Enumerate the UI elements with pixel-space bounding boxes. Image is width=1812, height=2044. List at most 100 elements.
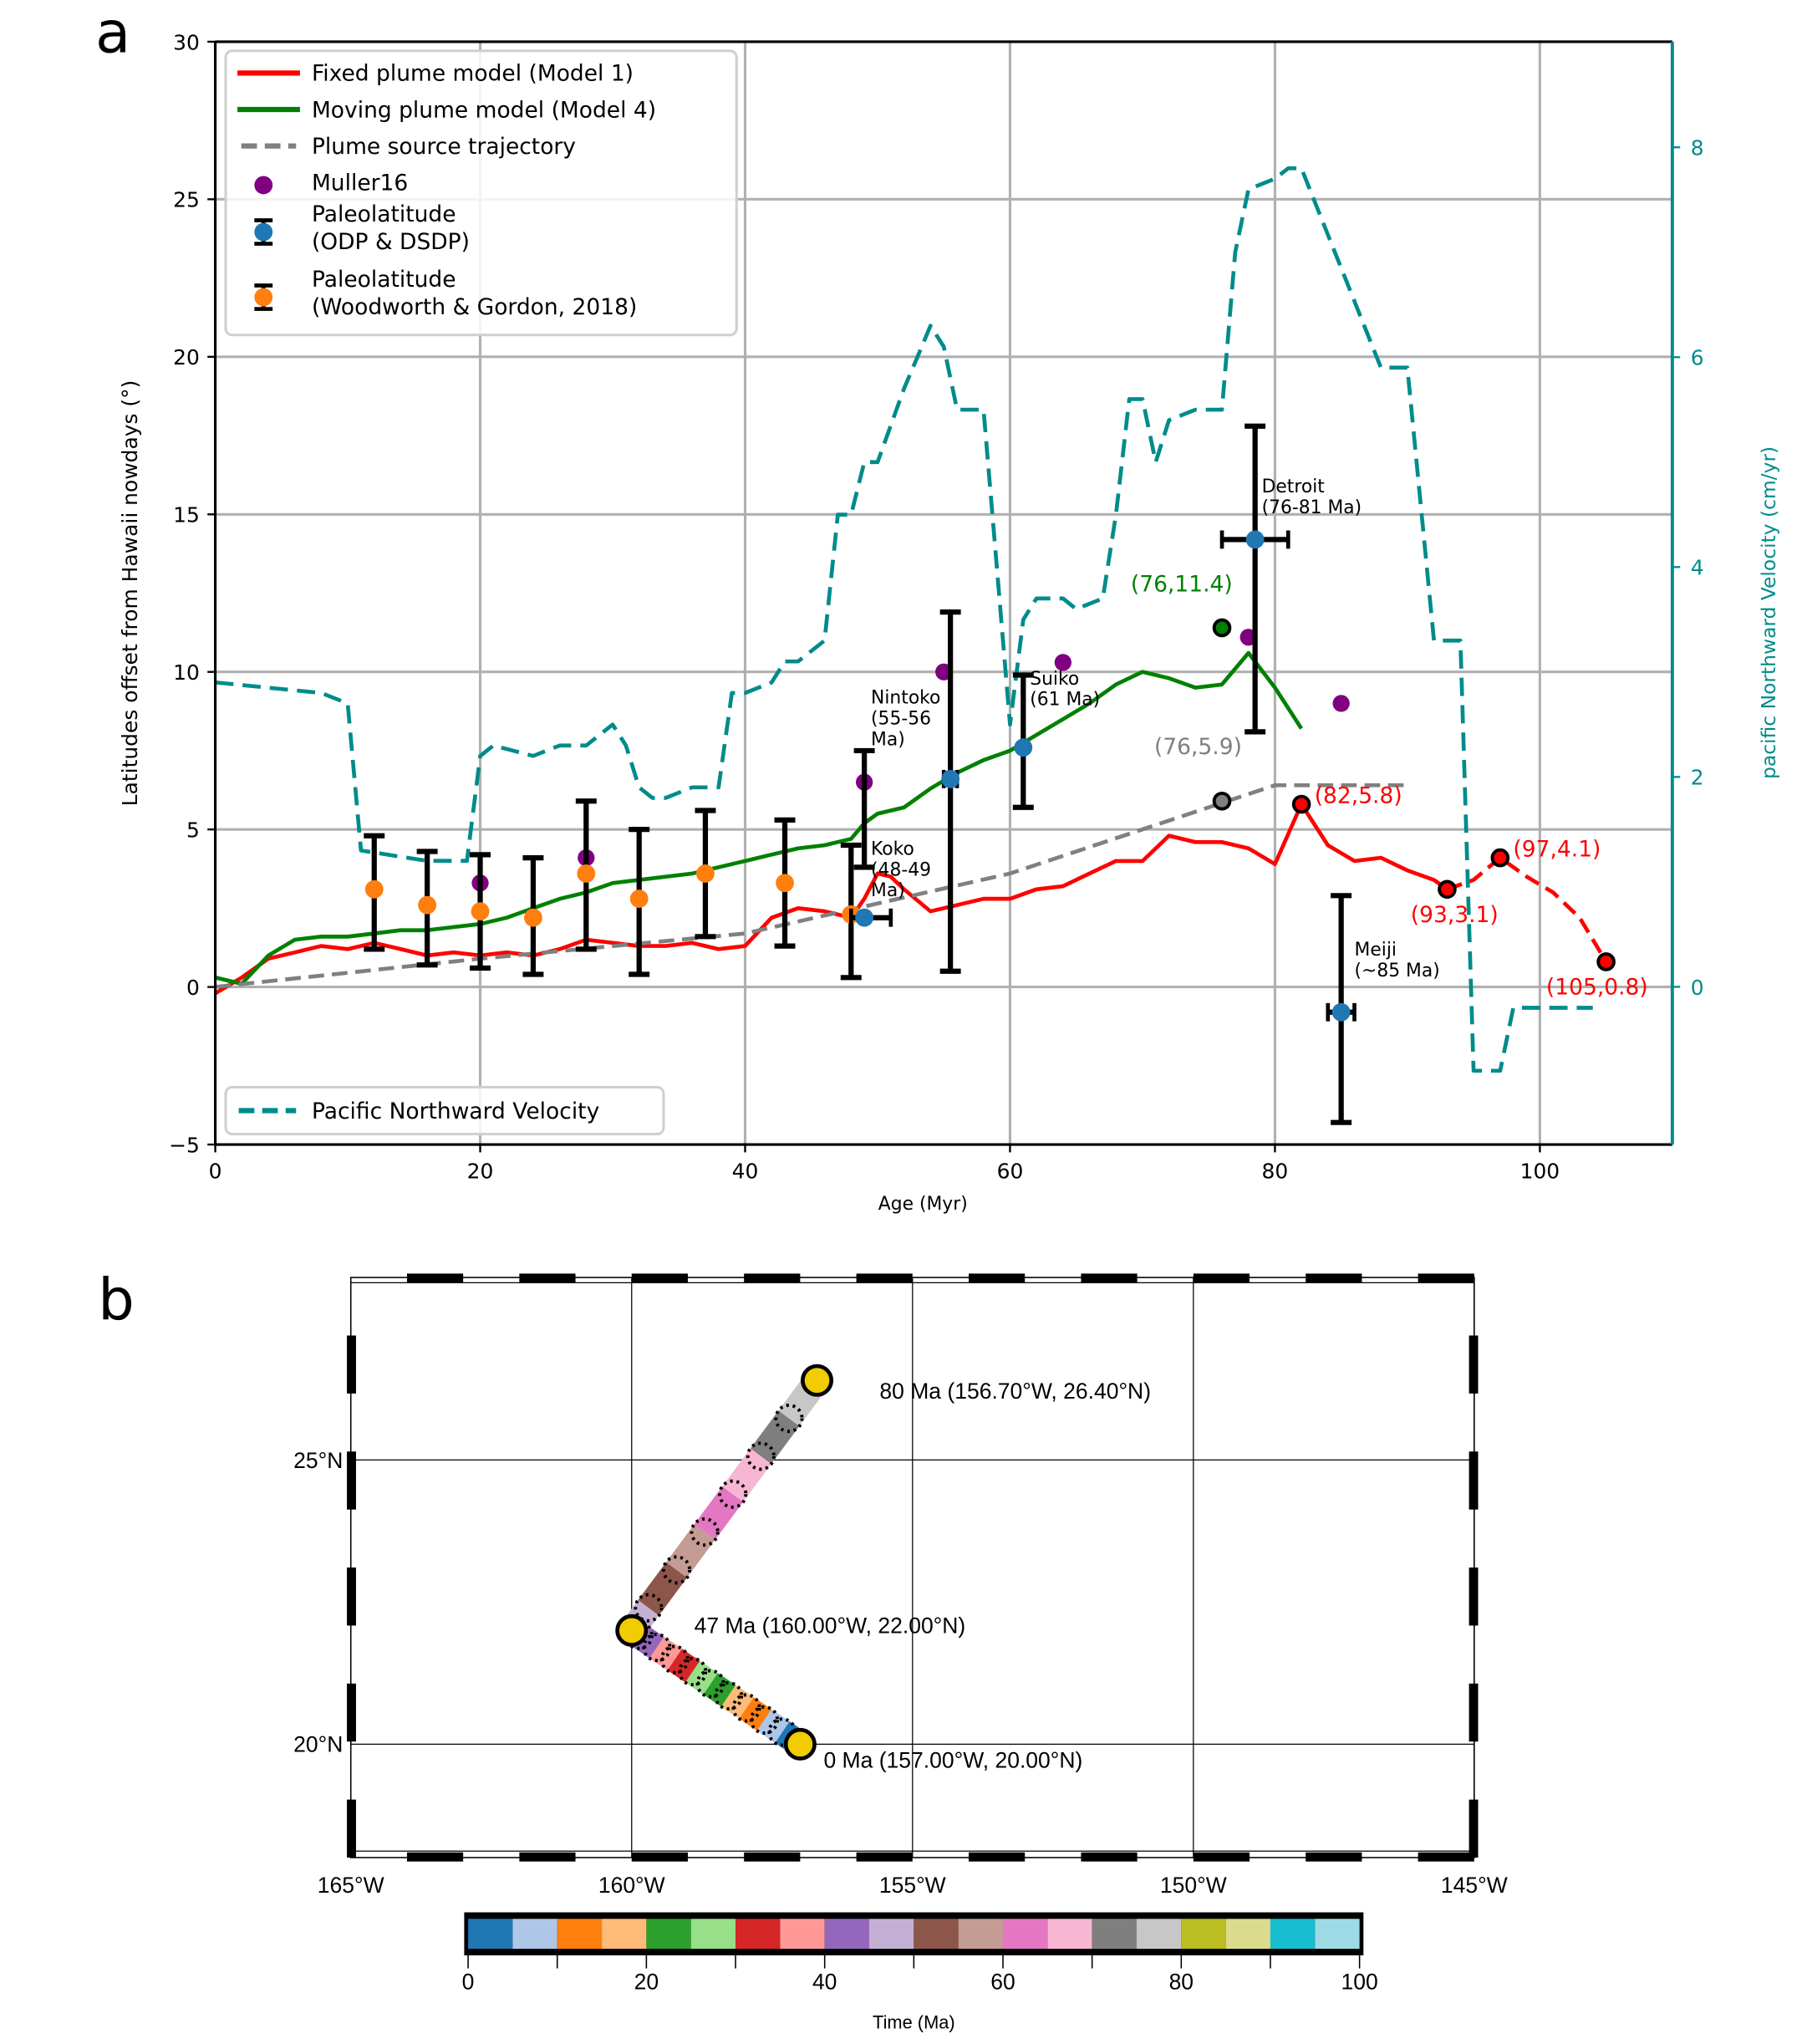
track-age-marker [746, 1441, 776, 1471]
colorbar-tick-label: 40 [812, 1970, 837, 1995]
highlight-point [1438, 879, 1457, 900]
y-tick-label: 20 [173, 345, 200, 370]
map-frame-segment [347, 1335, 356, 1394]
legend-velocity: Pacific Northward Velocity [224, 1085, 665, 1136]
map-frame-segment [406, 1273, 464, 1283]
colorbar-swatch [1225, 1919, 1270, 1950]
map-frame-segment [519, 1273, 576, 1283]
x-tick-label: 20 [467, 1160, 494, 1184]
colorbar-swatch [958, 1919, 1004, 1950]
legend-box [224, 1085, 665, 1136]
seamount-annotation: Ma) [871, 729, 905, 750]
paleolatitude-point [696, 864, 715, 883]
colorbar-tick-label: 0 [462, 1970, 475, 1995]
track-segment [666, 1524, 715, 1578]
colorbar-swatch [1315, 1919, 1360, 1950]
colorbar-swatch [468, 1919, 513, 1950]
seamount-annotation: Ma) [871, 880, 905, 901]
colorbar-swatch [1047, 1919, 1092, 1950]
highlight-point [1596, 952, 1616, 971]
track-segment [667, 1649, 700, 1683]
series-fixed-plume-model-extrapolated- [1446, 855, 1608, 963]
map-frame-segment [347, 1799, 356, 1858]
map-lon-label: 165°W [318, 1873, 384, 1898]
legend-swatch-dot [254, 222, 273, 242]
highlight-label: (76,5.9) [1154, 734, 1242, 760]
paleolatitude-point [776, 874, 794, 893]
map-frame-segment [347, 1451, 356, 1510]
seamount-annotation: (48-49 [871, 859, 931, 880]
paleolatitude-point [1245, 530, 1265, 549]
y2-tick-label: 6 [1691, 346, 1704, 370]
y2-tick-label: 2 [1691, 766, 1704, 790]
legend-label: Muller16 [312, 171, 408, 196]
track-segment [638, 1562, 688, 1616]
highlight-point [1291, 794, 1311, 814]
paleolatitude-point [418, 895, 437, 915]
track-age-marker [718, 1479, 748, 1509]
colorbar-tick-label: 100 [1341, 1970, 1378, 1995]
map-frame-segment [406, 1852, 464, 1862]
map-frame-segment [744, 1273, 801, 1283]
colorbar-swatch [1136, 1919, 1182, 1950]
legend-label: Paleolatitude [312, 267, 456, 293]
y-tick-label: 5 [186, 818, 200, 843]
x-tick-label: 60 [997, 1160, 1024, 1184]
series-plume-source-trajectory [215, 782, 1407, 989]
colorbar: 0 20 40 60 80 100 Time (Ma) [462, 1912, 1378, 2032]
y-tick-label: 10 [173, 660, 200, 685]
track-segment [694, 1486, 744, 1540]
x-axis-label: Age (Myr) [878, 1194, 968, 1215]
colorbar-swatch [512, 1919, 557, 1950]
legend-label: Paleolatitude [312, 201, 456, 227]
colorbar-swatch [869, 1919, 914, 1950]
panel-label-a: a [95, 0, 130, 66]
map-frame-segment [1468, 1335, 1479, 1394]
highlight-label: (97,4.1) [1513, 837, 1601, 863]
highlight-label: (105,0.8) [1546, 974, 1648, 1000]
track-node-label: 80 Ma (156.70°W, 26.40°N) [879, 1379, 1151, 1404]
map-frame-segment [1468, 1683, 1479, 1742]
series-fixed-plume-model-model-1- [214, 802, 1448, 996]
track-segment [739, 1697, 772, 1731]
map-frame-segment [1468, 1799, 1479, 1858]
map-frame-segment [856, 1273, 913, 1283]
track-segment [703, 1673, 736, 1707]
map-frame-segment [1193, 1852, 1250, 1862]
map-lon-label: 150°W [1160, 1873, 1227, 1898]
seamount-annotation: Koko [871, 838, 914, 859]
track-age-marker [690, 1517, 720, 1547]
legend-main: Fixed plume model (Model 1) Moving plume … [224, 49, 738, 337]
panel-label-b: b [98, 1267, 135, 1333]
map-lon-label: 160°W [598, 1873, 665, 1898]
legend-label: (Woodworth & Gordon, 2018) [312, 294, 637, 320]
track-node [783, 1727, 817, 1761]
legend-label: Fixed plume model (Model 1) [312, 61, 634, 87]
y-tick-label: 15 [173, 503, 200, 528]
colorbar-swatch [735, 1919, 781, 1950]
colorbar-swatch [1003, 1919, 1048, 1950]
map-frame-segment [744, 1852, 801, 1862]
legend-label: Plume source trajectory [312, 134, 576, 160]
highlight-label: (82,5.8) [1315, 782, 1402, 808]
seamount-annotation: (55-56 [871, 708, 931, 729]
legend-swatch-dot [254, 288, 273, 307]
map-frame-segment [1418, 1273, 1474, 1283]
seamount-annotation: Meiji [1355, 940, 1397, 961]
colorbar-swatch [1092, 1919, 1137, 1950]
paleolatitude-point [577, 864, 596, 883]
paleolatitude-point [1014, 738, 1033, 757]
track-node [615, 1613, 649, 1647]
map-b: 165°W 160°W 155°W 150°W 145°W 20°N 25°N 0 Ma (1… [293, 1273, 1508, 1898]
map-frame-segment [1193, 1273, 1250, 1283]
colorbar-tick-label: 80 [1169, 1970, 1194, 1995]
paleolatitude-point [364, 879, 384, 899]
paleolatitude-point [629, 889, 649, 909]
paleolatitude-point [524, 908, 542, 927]
legend-label: (ODP & DSDP) [312, 229, 470, 255]
colorbar-tick-label: 60 [990, 1970, 1015, 1995]
colorbar-label: Time (Ma) [873, 2011, 955, 2032]
map-frame-segment [1468, 1567, 1479, 1626]
map-frame-segment [856, 1852, 913, 1862]
map-frame-segment [519, 1852, 576, 1862]
